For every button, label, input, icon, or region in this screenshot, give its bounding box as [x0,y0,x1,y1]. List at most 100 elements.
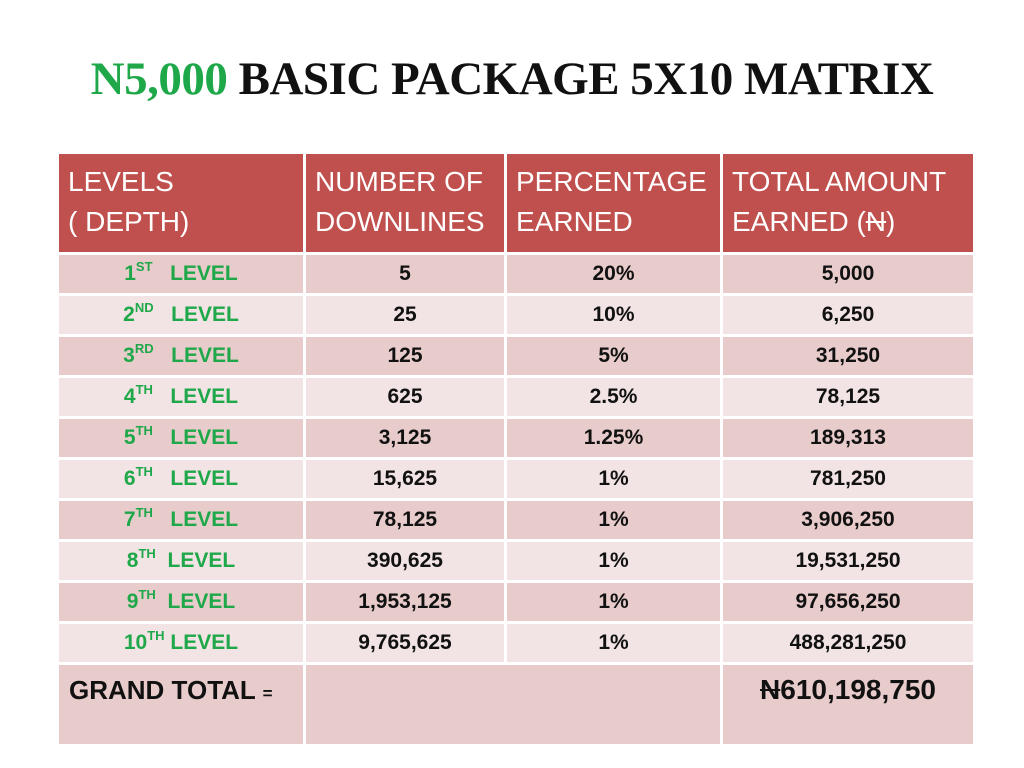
grand-total-value: 610,198,750 [780,674,936,705]
level-label: LEVEL [170,467,239,490]
level-number: 3 [123,344,135,367]
percent-cell: 1% [504,498,723,542]
downlines-cell: 3,125 [303,416,507,460]
downlines-cell: 78,125 [303,498,507,542]
level-suffix: TH [135,464,153,479]
amount-cell: 78,125 [720,375,976,419]
downlines-cell: 15,625 [303,457,507,501]
title-text: BASIC PACKAGE 5X10 MATRIX [238,53,934,105]
downlines-cell: 1,953,125 [303,580,507,624]
level-cell: 6TH LEVEL [56,457,306,501]
level-suffix: ST [135,259,153,274]
table-row: 3RD LEVEL 125 5% 31,250 [56,334,976,378]
percent-cell: 1.25% [504,416,723,460]
level-suffix: TH [135,382,153,397]
grand-total-label-cell: GRAND TOTAL = [56,662,306,747]
header-row: LEVELS ( DEPTH) NUMBER OF DOWNLINES PERC… [56,151,976,255]
grand-total-label: GRAND TOTAL [69,675,256,705]
level-label: LEVEL [170,262,238,285]
level-suffix: RD [134,341,154,356]
amount-cell: 31,250 [720,334,976,378]
table-row: 6TH LEVEL 15,625 1% 781,250 [56,457,976,501]
header-amount-line2-text: EARNED ( [732,206,866,237]
level-number: 5 [123,426,136,449]
percent-cell: 1% [504,621,723,665]
level-number: 6 [123,467,136,490]
level-number: 1 [124,262,136,285]
header-downlines: NUMBER OF DOWNLINES [303,151,507,255]
header-percentage-line2: EARNED [516,206,633,237]
level-label: LEVEL [170,426,239,449]
level-cell: 7TH LEVEL [56,498,306,542]
downlines-cell: 125 [303,334,507,378]
amount-cell: 781,250 [720,457,976,501]
header-percentage-line1: PERCENTAGE [516,166,707,197]
downlines-cell: 9,765,625 [303,621,507,665]
percent-cell: 2.5% [504,375,723,419]
level-suffix: TH [138,587,156,602]
table-row: 1ST LEVEL 5 20% 5,000 [56,252,976,296]
level-cell: 9TH LEVEL [56,580,306,624]
table-row: 4TH LEVEL 625 2.5% 78,125 [56,375,976,419]
downlines-cell: 25 [303,293,507,337]
header-amount-line1: TOTAL AMOUNT [732,166,947,197]
percent-cell: 1% [504,580,723,624]
table-row: 2ND LEVEL 25 10% 6,250 [56,293,976,337]
level-label: LEVEL [170,508,239,531]
page-title: N5,000 BASIC PACKAGE 5X10 MATRIX [0,52,1024,106]
header-levels-line2: ( DEPTH) [68,206,190,237]
level-number: 8 [126,549,139,572]
grand-total-row: GRAND TOTAL = N610,198,750 [56,662,976,747]
amount-cell: 488,281,250 [720,621,976,665]
level-suffix: TH [135,423,153,438]
level-label: LEVEL [171,303,239,326]
level-cell: 4TH LEVEL [56,375,306,419]
level-label: LEVEL [167,549,236,572]
percent-cell: 20% [504,252,723,296]
header-amount-line2: EARNED (N) [732,202,973,242]
amount-cell: 3,906,250 [720,498,976,542]
percent-cell: 5% [504,334,723,378]
level-cell: 1ST LEVEL [56,252,306,296]
level-cell: 5TH LEVEL [56,416,306,460]
level-number: 9 [126,590,139,613]
matrix-table: LEVELS ( DEPTH) NUMBER OF DOWNLINES PERC… [56,151,976,747]
amount-cell: 189,313 [720,416,976,460]
title-price: N5,000 [90,53,228,105]
header-levels-line1: LEVELS [68,166,174,197]
percent-cell: 1% [504,457,723,501]
amount-cell: 19,531,250 [720,539,976,583]
level-suffix: ND [134,300,154,315]
naira-icon: N [865,206,887,237]
amount-cell: 97,656,250 [720,580,976,624]
header-amount: TOTAL AMOUNT EARNED (N) [720,151,976,255]
header-downlines-line2: DOWNLINES [315,206,485,237]
header-amount-line2-end: ) [886,206,896,237]
table-row: 5TH LEVEL 3,125 1.25% 189,313 [56,416,976,460]
percent-cell: 10% [504,293,723,337]
grand-total-equals: = [262,684,273,703]
level-label: LEVEL [170,631,239,654]
header-levels: LEVELS ( DEPTH) [56,151,306,255]
naira-icon: N [760,674,781,705]
level-cell: 8TH LEVEL [56,539,306,583]
grand-total-value-cell: N610,198,750 [720,662,976,747]
table-row: 8TH LEVEL 390,625 1% 19,531,250 [56,539,976,583]
downlines-cell: 390,625 [303,539,507,583]
level-label: LEVEL [170,385,239,408]
percent-cell: 1% [504,539,723,583]
table-row: 7TH LEVEL 78,125 1% 3,906,250 [56,498,976,542]
amount-cell: 6,250 [720,293,976,337]
level-suffix: TH [147,628,165,643]
downlines-cell: 5 [303,252,507,296]
level-cell: 3RD LEVEL [56,334,306,378]
level-label: LEVEL [171,344,239,367]
level-number: 4 [123,385,136,408]
level-suffix: TH [135,505,153,520]
level-number: 10 [123,631,148,654]
level-cell: 2ND LEVEL [56,293,306,337]
downlines-cell: 625 [303,375,507,419]
table-row: 10TH LEVEL 9,765,625 1% 488,281,250 [56,621,976,665]
level-cell: 10TH LEVEL [56,621,306,665]
header-downlines-line1: NUMBER OF [315,166,483,197]
